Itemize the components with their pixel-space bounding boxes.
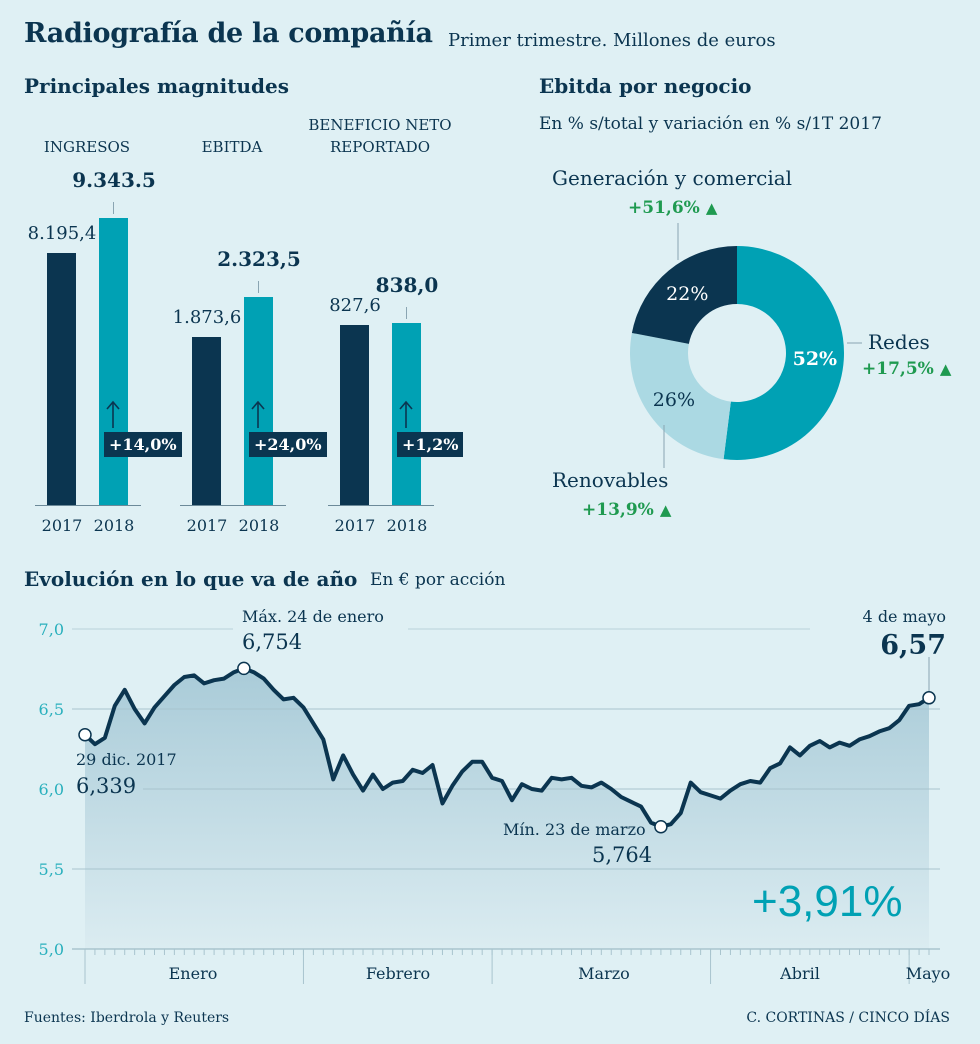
annotation-marker-min xyxy=(654,820,668,834)
price-line xyxy=(83,666,931,829)
segment-change: +51,6% ▲ xyxy=(628,198,717,218)
source-note: Fuentes: Iberdrola y Reuters xyxy=(24,1010,230,1026)
group-label: BENEFICIO NETO REPORTADO xyxy=(290,114,470,158)
annotation-value: 5,764 xyxy=(592,843,653,867)
page-subtitle: Primer trimestre. Millones de euros xyxy=(448,30,776,51)
arrow-up-icon xyxy=(105,400,121,428)
donut-slice-renovables xyxy=(630,332,731,460)
page-title: Radiografía de la compañía xyxy=(24,18,433,49)
magnitudes-title: Principales magnitudes xyxy=(24,74,289,98)
arrow-up-icon xyxy=(398,400,414,428)
group-label: EBITDA xyxy=(142,136,322,158)
evolucion-subtitle: En € por acción xyxy=(370,570,506,590)
year-label: 2017 xyxy=(41,516,83,535)
bar-baseline xyxy=(328,505,434,506)
y-tick-label: 5,0 xyxy=(39,940,64,959)
x-tick-label: Marzo xyxy=(578,964,630,983)
segment-change: +17,5% ▲ xyxy=(862,359,951,379)
group-label-line: REPORTADO xyxy=(329,138,430,156)
donut-slice-redes xyxy=(723,246,844,460)
bar-2018 xyxy=(99,217,128,505)
year-label: 2017 xyxy=(186,516,228,535)
x-tick-label: Febrero xyxy=(366,964,430,983)
bar-2017 xyxy=(340,325,369,505)
y-tick-label: 6,0 xyxy=(39,780,64,799)
group-label-line: INGRESOS xyxy=(43,138,131,156)
annotation-label: 4 de mayo xyxy=(862,607,946,626)
bar-value-label: 2.323,5 xyxy=(217,246,301,271)
slice-pct-label: 22% xyxy=(666,283,708,305)
segment-name: Generación y comercial xyxy=(552,166,793,190)
line-chart: 7,0 6,5 6,0 5,5 5,0 Enero Febrero Marzo Abril May… xyxy=(39,620,951,984)
x-tick-label: Abril xyxy=(779,964,820,983)
change-badge: +1,2% xyxy=(397,432,464,457)
slice-pct-label: 52% xyxy=(793,348,838,370)
y-tick-label: 5,5 xyxy=(39,860,64,879)
year-label: 2018 xyxy=(386,516,428,535)
annotation-value: 6,57 xyxy=(880,630,946,661)
group-label-line: BENEFICIO NETO xyxy=(308,116,452,134)
bar-baseline xyxy=(35,505,141,506)
annotation-value: 6,754 xyxy=(242,630,303,654)
annotation-label: Máx. 24 de enero xyxy=(242,607,384,626)
segment-name: Renovables xyxy=(552,468,669,492)
total-change-label: +3,91% xyxy=(752,877,903,926)
segment-change-value: +51,6% xyxy=(628,198,700,218)
annotation-label: 29 dic. 2017 xyxy=(76,750,177,769)
bar-baseline xyxy=(180,505,286,506)
group-label: INGRESOS xyxy=(0,136,177,158)
change-badge: +24,0% xyxy=(249,432,327,457)
evolucion-title: Evolución en lo que va de año xyxy=(24,567,358,591)
bar-value-label: 9.343.5 xyxy=(72,167,156,192)
bar-2017 xyxy=(192,337,221,505)
credit-note: C. CORTINAS / CINCO DÍAS xyxy=(746,1010,950,1026)
triangle-up-icon: ▲ xyxy=(659,501,672,519)
bar-value-label: 1.873,6 xyxy=(172,307,242,328)
segment-change: +13,9% ▲ xyxy=(582,500,671,520)
x-tick-label: Mayo xyxy=(906,964,951,983)
slice-pct-label: 26% xyxy=(653,389,695,411)
annotation-marker-start xyxy=(78,728,92,742)
segment-change-value: +13,9% xyxy=(582,500,654,520)
annotation-value: 6,339 xyxy=(76,774,137,798)
arrow-up-icon xyxy=(250,400,266,428)
bar-2017 xyxy=(47,253,76,505)
bar-value-label: 8.195,4 xyxy=(27,223,97,244)
ebitda-negocio-title: Ebitda por negocio xyxy=(539,74,752,98)
leader-line xyxy=(406,306,407,319)
segment-name: Redes xyxy=(868,330,930,354)
y-tick-label: 6,5 xyxy=(39,700,64,719)
change-badge: +14,0% xyxy=(104,432,182,457)
ebitda-negocio-subtitle: En % s/total y variación en % s/1T 2017 xyxy=(539,114,882,134)
annotation-label: Mín. 23 de marzo xyxy=(503,820,646,839)
donut-chart: 52% 26% 22% xyxy=(630,223,862,468)
triangle-up-icon: ▲ xyxy=(705,199,718,217)
annotation-marker-end xyxy=(922,691,936,705)
y-tick-label: 7,0 xyxy=(39,620,64,639)
year-label: 2018 xyxy=(93,516,135,535)
leader-line xyxy=(113,201,114,214)
area-fill xyxy=(85,668,929,949)
segment-change-value: +17,5% xyxy=(862,359,934,379)
bar-value-label: 838,0 xyxy=(375,272,439,297)
bar-2018 xyxy=(244,296,273,505)
x-tick-label: Enero xyxy=(169,964,218,983)
year-label: 2017 xyxy=(334,516,376,535)
year-label: 2018 xyxy=(238,516,280,535)
triangle-up-icon: ▲ xyxy=(939,360,952,378)
bar-value-label: 827,6 xyxy=(329,295,381,316)
annotation-marker-max xyxy=(237,661,251,676)
leader-line xyxy=(258,280,259,293)
donut-slice-generación xyxy=(631,246,737,344)
group-label-line: EBITDA xyxy=(201,138,263,156)
